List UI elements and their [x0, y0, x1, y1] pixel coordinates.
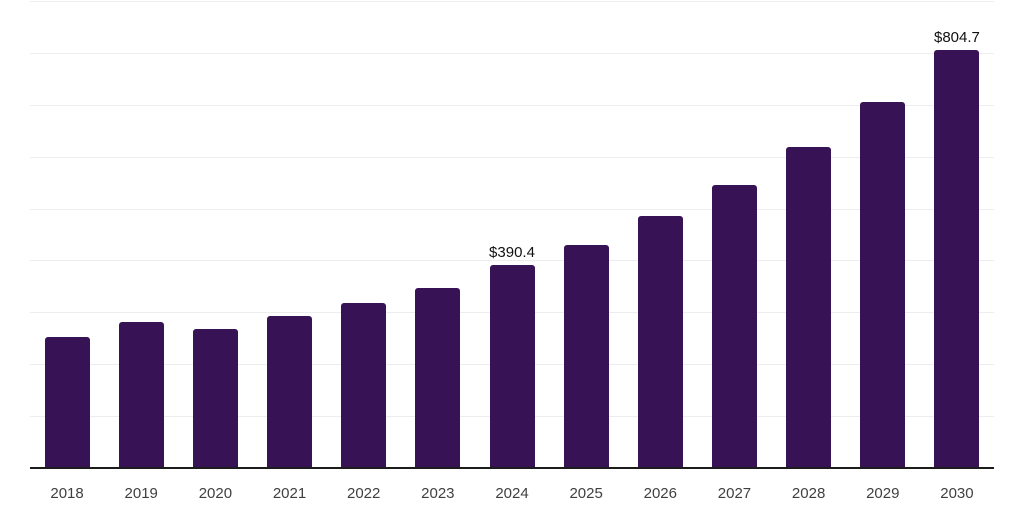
x-tick-label-2023: 2023	[421, 485, 455, 502]
gridline-600	[30, 156, 994, 158]
x-tick-label-2026: 2026	[643, 485, 677, 502]
x-tick-label-2020: 2020	[198, 485, 233, 502]
bar-2029[interactable]	[860, 102, 906, 468]
x-tick-label-2022: 2022	[347, 485, 381, 502]
bar-2019[interactable]	[118, 322, 164, 468]
x-tick-label-2029: 2029	[866, 485, 900, 502]
x-tick-label-2024: 2024	[495, 485, 529, 502]
bar-2026[interactable]	[637, 216, 683, 468]
x-tick-label-2025: 2025	[569, 485, 603, 502]
bar-2025[interactable]	[563, 244, 609, 468]
bar-2027[interactable]	[711, 184, 757, 468]
gridline-500	[30, 208, 994, 210]
bar-2028[interactable]	[786, 146, 832, 468]
x-tick-label-2019: 2019	[124, 485, 158, 502]
data-label-2024: $390.4	[489, 244, 535, 262]
gridline-700	[30, 104, 994, 106]
x-tick-label-2018: 2018	[50, 485, 84, 502]
x-tick-label-2027: 2027	[717, 485, 752, 502]
bar-2024[interactable]	[489, 265, 535, 468]
gridline-900	[30, 1, 994, 2]
x-tick-label-2021: 2021	[272, 485, 307, 502]
bar-2022[interactable]	[341, 302, 387, 468]
bar-2023[interactable]	[415, 287, 461, 468]
x-tick-label-2030: 2030	[940, 485, 974, 502]
bar-2030[interactable]	[934, 50, 980, 468]
bar-2020[interactable]	[192, 328, 238, 468]
gridline-800	[30, 52, 994, 54]
data-label-2030: $804.7	[933, 29, 980, 47]
x-axis-line	[30, 467, 994, 469]
x-tick-label-2028: 2028	[791, 485, 826, 502]
bar-2021[interactable]	[267, 316, 313, 468]
bar-2018[interactable]	[44, 337, 90, 468]
